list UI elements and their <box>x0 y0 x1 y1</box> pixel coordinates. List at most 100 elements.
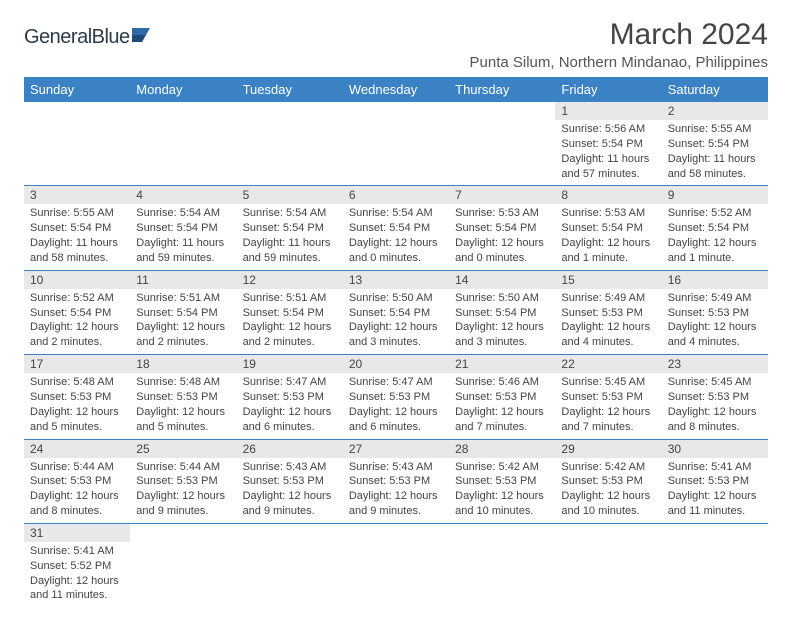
day-info: Sunrise: 5:48 AMSunset: 5:53 PMDaylight:… <box>24 373 130 438</box>
calendar-header-row: SundayMondayTuesdayWednesdayThursdayFrid… <box>24 77 768 102</box>
weekday-header: Friday <box>555 77 661 102</box>
calendar-cell: 13Sunrise: 5:50 AMSunset: 5:54 PMDayligh… <box>343 270 449 354</box>
day-info: Sunrise: 5:50 AMSunset: 5:54 PMDaylight:… <box>343 289 449 354</box>
calendar-row: 31Sunrise: 5:41 AMSunset: 5:52 PMDayligh… <box>24 523 768 607</box>
weekday-header: Sunday <box>24 77 130 102</box>
day-number: 26 <box>237 440 343 458</box>
day-info: Sunrise: 5:55 AMSunset: 5:54 PMDaylight:… <box>24 204 130 269</box>
calendar-cell: 19Sunrise: 5:47 AMSunset: 5:53 PMDayligh… <box>237 355 343 439</box>
calendar-page: GeneralBlue March 2024 Punta Silum, Nort… <box>0 0 792 625</box>
day-info: Sunrise: 5:52 AMSunset: 5:54 PMDaylight:… <box>24 289 130 354</box>
calendar-cell: 16Sunrise: 5:49 AMSunset: 5:53 PMDayligh… <box>662 270 768 354</box>
calendar-cell: 24Sunrise: 5:44 AMSunset: 5:53 PMDayligh… <box>24 439 130 523</box>
calendar-row: 17Sunrise: 5:48 AMSunset: 5:53 PMDayligh… <box>24 355 768 439</box>
weekday-header: Wednesday <box>343 77 449 102</box>
calendar-cell: 21Sunrise: 5:46 AMSunset: 5:53 PMDayligh… <box>449 355 555 439</box>
calendar-cell: 4Sunrise: 5:54 AMSunset: 5:54 PMDaylight… <box>130 186 236 270</box>
day-number: 7 <box>449 186 555 204</box>
calendar-cell: 11Sunrise: 5:51 AMSunset: 5:54 PMDayligh… <box>130 270 236 354</box>
day-number: 3 <box>24 186 130 204</box>
day-number: 16 <box>662 271 768 289</box>
calendar-cell: 31Sunrise: 5:41 AMSunset: 5:52 PMDayligh… <box>24 523 130 607</box>
calendar-row: 1Sunrise: 5:56 AMSunset: 5:54 PMDaylight… <box>24 102 768 186</box>
calendar-cell: 23Sunrise: 5:45 AMSunset: 5:53 PMDayligh… <box>662 355 768 439</box>
day-info: Sunrise: 5:56 AMSunset: 5:54 PMDaylight:… <box>555 120 661 185</box>
day-info: Sunrise: 5:53 AMSunset: 5:54 PMDaylight:… <box>555 204 661 269</box>
calendar-cell: 1Sunrise: 5:56 AMSunset: 5:54 PMDaylight… <box>555 102 661 186</box>
calendar-cell-empty <box>130 523 236 607</box>
calendar-cell: 20Sunrise: 5:47 AMSunset: 5:53 PMDayligh… <box>343 355 449 439</box>
calendar-cell: 2Sunrise: 5:55 AMSunset: 5:54 PMDaylight… <box>662 102 768 186</box>
day-info: Sunrise: 5:49 AMSunset: 5:53 PMDaylight:… <box>555 289 661 354</box>
day-number: 2 <box>662 102 768 120</box>
day-number: 1 <box>555 102 661 120</box>
day-number: 14 <box>449 271 555 289</box>
day-info: Sunrise: 5:42 AMSunset: 5:53 PMDaylight:… <box>449 458 555 523</box>
day-number: 31 <box>24 524 130 542</box>
calendar-cell-empty <box>343 102 449 186</box>
location-text: Punta Silum, Northern Mindanao, Philippi… <box>470 54 769 71</box>
day-info: Sunrise: 5:51 AMSunset: 5:54 PMDaylight:… <box>130 289 236 354</box>
day-info: Sunrise: 5:48 AMSunset: 5:53 PMDaylight:… <box>130 373 236 438</box>
weekday-header: Monday <box>130 77 236 102</box>
day-info: Sunrise: 5:44 AMSunset: 5:53 PMDaylight:… <box>24 458 130 523</box>
calendar-cell-empty <box>130 102 236 186</box>
day-number: 13 <box>343 271 449 289</box>
calendar-cell: 26Sunrise: 5:43 AMSunset: 5:53 PMDayligh… <box>237 439 343 523</box>
day-info: Sunrise: 5:45 AMSunset: 5:53 PMDaylight:… <box>555 373 661 438</box>
day-info: Sunrise: 5:54 AMSunset: 5:54 PMDaylight:… <box>237 204 343 269</box>
calendar-cell: 27Sunrise: 5:43 AMSunset: 5:53 PMDayligh… <box>343 439 449 523</box>
day-number: 27 <box>343 440 449 458</box>
day-number: 4 <box>130 186 236 204</box>
day-info: Sunrise: 5:41 AMSunset: 5:52 PMDaylight:… <box>24 542 130 607</box>
weekday-header: Tuesday <box>237 77 343 102</box>
day-number: 30 <box>662 440 768 458</box>
calendar-cell-empty <box>555 523 661 607</box>
header: GeneralBlue March 2024 Punta Silum, Nort… <box>24 18 768 71</box>
calendar-cell: 7Sunrise: 5:53 AMSunset: 5:54 PMDaylight… <box>449 186 555 270</box>
calendar-cell-empty <box>343 523 449 607</box>
day-number: 6 <box>343 186 449 204</box>
day-number: 25 <box>130 440 236 458</box>
month-title: March 2024 <box>470 18 769 52</box>
calendar-cell-empty <box>237 102 343 186</box>
day-info: Sunrise: 5:51 AMSunset: 5:54 PMDaylight:… <box>237 289 343 354</box>
weekday-header: Saturday <box>662 77 768 102</box>
calendar-cell: 17Sunrise: 5:48 AMSunset: 5:53 PMDayligh… <box>24 355 130 439</box>
calendar-cell-empty <box>449 523 555 607</box>
weekday-header: Thursday <box>449 77 555 102</box>
flag-icon <box>132 26 158 49</box>
day-info: Sunrise: 5:54 AMSunset: 5:54 PMDaylight:… <box>130 204 236 269</box>
calendar-cell: 8Sunrise: 5:53 AMSunset: 5:54 PMDaylight… <box>555 186 661 270</box>
calendar-cell: 3Sunrise: 5:55 AMSunset: 5:54 PMDaylight… <box>24 186 130 270</box>
day-number: 17 <box>24 355 130 373</box>
calendar-cell: 12Sunrise: 5:51 AMSunset: 5:54 PMDayligh… <box>237 270 343 354</box>
calendar-cell: 30Sunrise: 5:41 AMSunset: 5:53 PMDayligh… <box>662 439 768 523</box>
day-info: Sunrise: 5:53 AMSunset: 5:54 PMDaylight:… <box>449 204 555 269</box>
day-info: Sunrise: 5:50 AMSunset: 5:54 PMDaylight:… <box>449 289 555 354</box>
logo: GeneralBlue <box>24 26 158 49</box>
calendar-cell: 28Sunrise: 5:42 AMSunset: 5:53 PMDayligh… <box>449 439 555 523</box>
day-info: Sunrise: 5:46 AMSunset: 5:53 PMDaylight:… <box>449 373 555 438</box>
day-info: Sunrise: 5:44 AMSunset: 5:53 PMDaylight:… <box>130 458 236 523</box>
calendar-cell: 15Sunrise: 5:49 AMSunset: 5:53 PMDayligh… <box>555 270 661 354</box>
calendar-cell: 18Sunrise: 5:48 AMSunset: 5:53 PMDayligh… <box>130 355 236 439</box>
calendar-table: SundayMondayTuesdayWednesdayThursdayFrid… <box>24 77 768 607</box>
day-number: 9 <box>662 186 768 204</box>
day-number: 29 <box>555 440 661 458</box>
day-number: 24 <box>24 440 130 458</box>
day-number: 15 <box>555 271 661 289</box>
day-number: 18 <box>130 355 236 373</box>
day-info: Sunrise: 5:41 AMSunset: 5:53 PMDaylight:… <box>662 458 768 523</box>
day-number: 12 <box>237 271 343 289</box>
calendar-cell: 5Sunrise: 5:54 AMSunset: 5:54 PMDaylight… <box>237 186 343 270</box>
day-info: Sunrise: 5:43 AMSunset: 5:53 PMDaylight:… <box>343 458 449 523</box>
calendar-cell-empty <box>237 523 343 607</box>
calendar-cell: 9Sunrise: 5:52 AMSunset: 5:54 PMDaylight… <box>662 186 768 270</box>
day-info: Sunrise: 5:43 AMSunset: 5:53 PMDaylight:… <box>237 458 343 523</box>
logo-text: GeneralBlue <box>24 26 130 49</box>
calendar-cell-empty <box>24 102 130 186</box>
day-info: Sunrise: 5:45 AMSunset: 5:53 PMDaylight:… <box>662 373 768 438</box>
calendar-row: 24Sunrise: 5:44 AMSunset: 5:53 PMDayligh… <box>24 439 768 523</box>
calendar-cell: 14Sunrise: 5:50 AMSunset: 5:54 PMDayligh… <box>449 270 555 354</box>
